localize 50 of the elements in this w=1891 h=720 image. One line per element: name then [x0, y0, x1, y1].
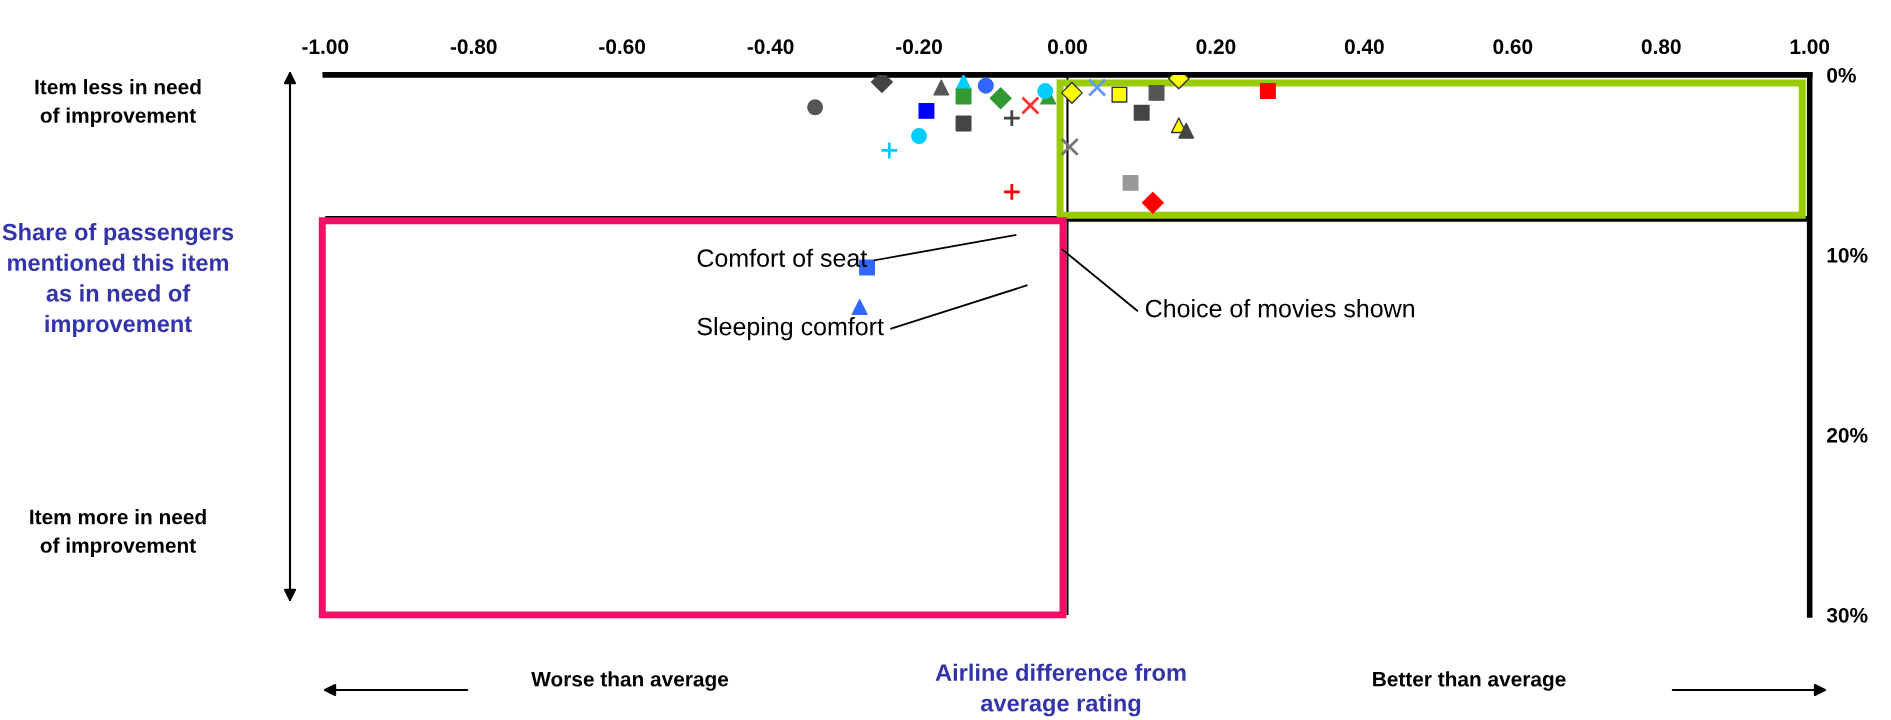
x-tick-label: -1.00	[302, 39, 349, 55]
point	[1141, 191, 1164, 214]
annotation: Sleeping comfort	[697, 317, 884, 341]
x-tick-label: 0.60	[1493, 39, 1533, 55]
point	[955, 88, 972, 105]
point	[1178, 122, 1195, 139]
point	[989, 87, 1012, 110]
point	[1037, 83, 1054, 100]
x-tick-label: 1.00	[1790, 39, 1830, 55]
point	[933, 79, 950, 96]
point	[918, 102, 935, 119]
point	[851, 299, 868, 316]
point	[1002, 108, 1022, 128]
x-tick-label: 0.00	[1048, 39, 1087, 55]
point	[1060, 137, 1079, 157]
point	[1087, 78, 1107, 97]
y-axis-title: Share of passengers mentioned this item as in need of improvement	[2, 223, 234, 337]
point	[807, 99, 824, 116]
point	[880, 141, 899, 160]
text: Better than average	[1373, 671, 1566, 691]
point	[1111, 86, 1128, 103]
y-tick-label: 0%	[1827, 67, 1856, 83]
annotation: Comfort of seat	[697, 248, 868, 267]
point	[1122, 174, 1139, 191]
text: Item more in need of improvement	[30, 509, 206, 557]
point	[911, 128, 928, 145]
x-tick-label: -0.60	[599, 39, 646, 55]
x-tick-label: -0.80	[450, 39, 497, 55]
x-tick-label: 0.20	[1196, 39, 1236, 55]
point	[1002, 182, 1022, 202]
y-tick-label: 30%	[1826, 607, 1868, 623]
point	[955, 74, 972, 91]
point	[870, 74, 893, 94]
point	[955, 115, 972, 132]
x-tick-label: 0.40	[1344, 39, 1384, 55]
x-axis-title: Airline difference from average rating	[935, 663, 1186, 717]
x-tick-label: 0.80	[1641, 39, 1681, 55]
x-tick-label: -0.40	[747, 39, 794, 55]
annotation: Choice of movies shown	[1145, 299, 1414, 318]
point	[1021, 96, 1040, 115]
text: Worse than average	[531, 671, 729, 691]
point	[1259, 83, 1276, 100]
point	[1133, 104, 1150, 121]
x-tick-label: -0.20	[896, 39, 942, 55]
text: Item less in need of improvement	[35, 79, 201, 127]
y-tick-label: 10%	[1827, 247, 1868, 263]
point	[1148, 84, 1165, 101]
y-tick-label: 20%	[1827, 427, 1868, 443]
point	[977, 77, 994, 94]
point	[1060, 81, 1083, 104]
